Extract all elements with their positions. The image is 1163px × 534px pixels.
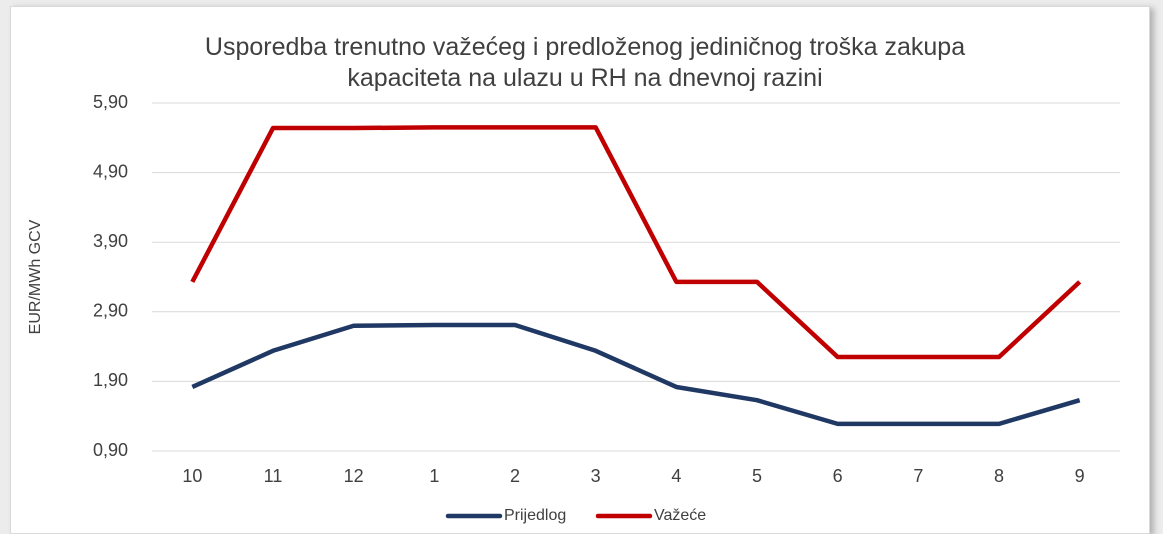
y-axis-label: EUR/MWh GCV	[27, 219, 44, 334]
x-tick-label: 2	[510, 466, 520, 486]
x-tick-label: 1	[429, 466, 439, 486]
x-tick-label: 7	[913, 466, 923, 486]
x-tick-label: 11	[264, 466, 283, 486]
legend-label: Prijedlog	[504, 507, 566, 524]
x-tick-label: 10	[182, 466, 202, 486]
y-tick-label: 0,90	[93, 440, 128, 460]
y-tick-label: 4,90	[93, 161, 128, 181]
x-tick-label: 8	[994, 466, 1004, 486]
line-series	[190, 125, 1082, 360]
chart-title: Usporedba trenutno važećeg i predloženog…	[204, 33, 966, 92]
y-tick-label: 1,90	[93, 370, 128, 390]
x-tick-label: 5	[752, 466, 762, 486]
y-tick-label: 2,90	[93, 301, 128, 321]
x-tick-label: 4	[671, 466, 681, 486]
x-tick-label: 3	[591, 466, 601, 486]
y-tick-label: 3,90	[93, 231, 128, 251]
line-series	[191, 322, 1081, 427]
legend-label: Važeće	[654, 507, 706, 524]
x-tick-label: 6	[833, 466, 843, 486]
y-tick-label: 5,90	[93, 92, 128, 112]
x-tick-label: 9	[1075, 466, 1085, 486]
x-tick-label: 12	[344, 466, 364, 486]
